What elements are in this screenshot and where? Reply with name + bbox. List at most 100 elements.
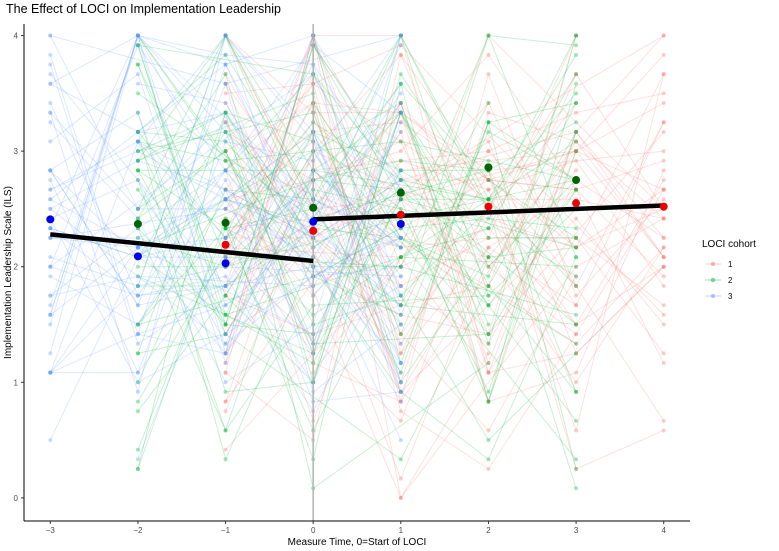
respondent-point [574, 235, 579, 240]
mean-point-cohort-3 [221, 259, 230, 268]
respondent-point [398, 197, 403, 202]
respondent-point [486, 389, 491, 394]
respondent-point [574, 283, 579, 288]
respondent-point [398, 245, 403, 250]
respondent-point [574, 226, 579, 231]
respondent-point [398, 178, 403, 183]
respondent-trajectory [49, 73, 402, 335]
respondent-trajectory [137, 34, 577, 461]
respondent-point [574, 332, 579, 337]
respondent-trajectory [137, 35, 577, 316]
respondent-point [486, 197, 491, 202]
respondent-point [223, 62, 228, 67]
respondent-point [48, 81, 53, 86]
respondent-point [574, 120, 579, 125]
respondent-point [486, 283, 491, 288]
respondent-point [223, 312, 228, 317]
respondent-point [223, 226, 228, 231]
respondent-point [661, 33, 666, 38]
respondent-trajectory [225, 73, 577, 412]
respondent-point [486, 197, 491, 202]
respondent-point [135, 293, 140, 298]
respondent-point [661, 72, 666, 77]
respondent-point [574, 312, 579, 317]
respondent-point [223, 457, 228, 462]
respondent-trajectory [49, 44, 402, 287]
respondent-point [135, 149, 140, 154]
respondent-point [486, 351, 491, 356]
respondent-point [574, 466, 579, 471]
respondent-point [135, 380, 140, 385]
respondent-point [48, 312, 53, 317]
respondent-point [486, 139, 491, 144]
respondent-point [48, 370, 53, 375]
respondent-point [661, 235, 666, 240]
respondent-trajectory [225, 102, 665, 384]
respondent-trajectory [225, 53, 577, 441]
respondent-point [574, 283, 579, 288]
respondent-point [398, 110, 403, 115]
respondent-point [223, 322, 228, 327]
respondent-point [223, 235, 228, 240]
respondent-point [398, 255, 403, 260]
respondent-point [398, 235, 403, 240]
respondent-trajectory [49, 34, 402, 345]
respondent-trajectory [225, 54, 665, 239]
respondent-point [661, 158, 666, 163]
respondent-point [48, 312, 53, 317]
respondent-point [223, 226, 228, 231]
respondent-point [661, 72, 666, 77]
respondent-point [223, 72, 228, 77]
respondent-point [223, 33, 228, 38]
respondent-point [486, 332, 491, 337]
respondent-trajectory [137, 35, 577, 355]
respondent-trajectory [225, 72, 664, 307]
respondent-point [48, 62, 53, 67]
respondent-point [398, 168, 403, 173]
respondent-point [135, 139, 140, 144]
respondent-point [398, 312, 403, 317]
respondent-trajectory [225, 111, 665, 403]
respondent-point [135, 351, 140, 356]
respondent-point [661, 255, 666, 260]
respondent-trajectory [49, 227, 402, 413]
respondent-point [135, 457, 140, 462]
respondent-trajectory [225, 44, 664, 373]
respondent-point [486, 341, 491, 346]
legend-title: LOCI cohort [702, 239, 756, 250]
respondent-point [486, 361, 491, 366]
respondent-point [486, 226, 491, 231]
respondent-point [398, 293, 403, 298]
respondent-point [398, 178, 403, 183]
respondent-point [398, 81, 403, 86]
respondent-point [398, 158, 403, 163]
mean-point-cohort-1 [309, 226, 318, 235]
respondent-point [574, 322, 579, 327]
respondent-point [223, 428, 228, 433]
respondent-point [398, 235, 403, 240]
respondent-point [398, 110, 403, 115]
respondent-trajectory [225, 150, 665, 481]
respondent-point [398, 399, 403, 404]
respondent-point [661, 149, 666, 154]
respondent-trajectory [225, 160, 665, 402]
respondent-point [223, 139, 228, 144]
respondent-point [223, 129, 228, 134]
respondent-trajectory [225, 237, 665, 306]
respondent-point [661, 351, 666, 356]
respondent-trajectory [49, 33, 402, 394]
respondent-point [661, 283, 666, 288]
respondent-point [48, 178, 53, 183]
respondent-point [48, 226, 53, 231]
respondent-point [223, 312, 228, 317]
respondent-point [661, 235, 666, 240]
respondent-point [223, 158, 228, 163]
respondent-point [398, 283, 403, 288]
respondent-point [223, 197, 228, 202]
respondent-trajectory [137, 218, 577, 325]
respondent-trajectory [137, 111, 577, 450]
respondent-point [398, 351, 403, 356]
x-tick-label: 2 [486, 526, 491, 535]
respondent-point [223, 52, 228, 57]
respondent-point [398, 370, 403, 375]
